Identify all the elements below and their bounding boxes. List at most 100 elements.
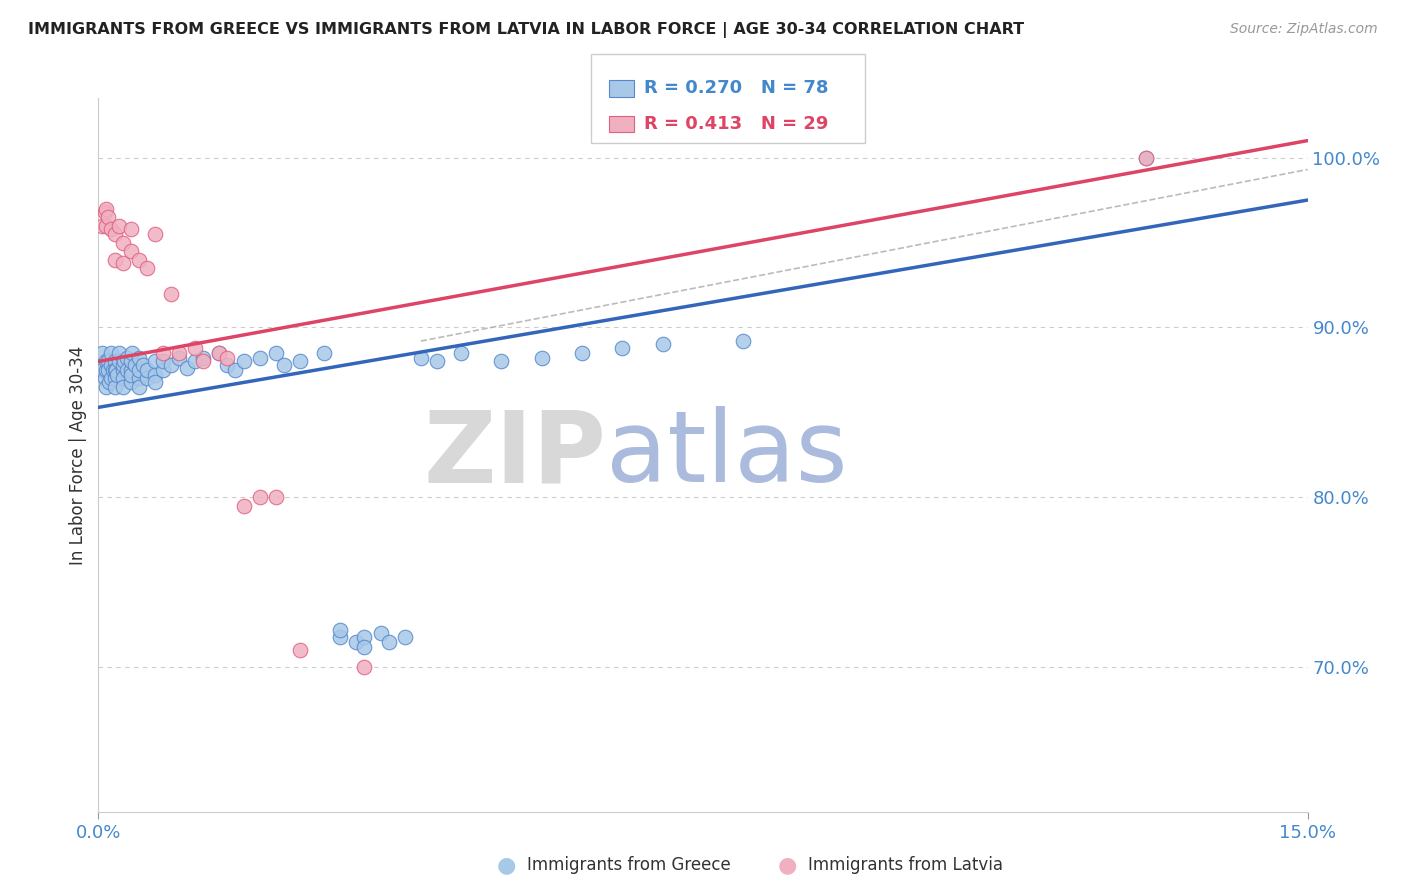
Point <box>101 363 124 377</box>
Point <box>143 368 166 382</box>
Point <box>217 351 239 365</box>
Text: Immigrants from Greece: Immigrants from Greece <box>527 856 731 874</box>
Point <box>103 252 125 267</box>
Point <box>96 219 118 233</box>
Point <box>143 354 166 368</box>
Point <box>94 205 117 219</box>
Point <box>91 219 114 233</box>
Point <box>120 375 142 389</box>
Point <box>193 351 215 365</box>
Point <box>120 244 142 258</box>
Text: Source: ZipAtlas.com: Source: ZipAtlas.com <box>1230 22 1378 37</box>
Point <box>167 346 190 360</box>
Point <box>184 341 207 355</box>
Point <box>160 358 183 372</box>
Point <box>450 346 472 360</box>
Point <box>121 346 143 360</box>
Point <box>132 358 155 372</box>
Point <box>370 626 392 640</box>
Point <box>135 260 157 275</box>
Point <box>128 252 150 267</box>
Point <box>160 286 183 301</box>
Point <box>249 491 271 505</box>
Point <box>111 380 134 394</box>
Point <box>103 363 125 377</box>
Point <box>184 354 207 368</box>
Point <box>152 346 174 360</box>
Point <box>107 346 129 360</box>
Point <box>249 351 271 365</box>
Point <box>264 346 287 360</box>
Point <box>96 354 118 368</box>
Point <box>91 363 114 377</box>
Point <box>97 375 120 389</box>
Point <box>152 363 174 377</box>
Point <box>120 368 142 382</box>
Point <box>94 371 117 385</box>
Point <box>103 227 125 241</box>
Point <box>105 368 128 382</box>
Point <box>111 371 134 385</box>
Point <box>135 371 157 385</box>
Point <box>111 358 134 372</box>
Text: atlas: atlas <box>606 407 848 503</box>
Point <box>314 346 336 360</box>
Point <box>100 346 122 360</box>
Point <box>288 643 311 657</box>
Point <box>128 351 150 365</box>
Point <box>394 630 416 644</box>
Point <box>733 334 755 348</box>
Point <box>97 354 120 368</box>
Point <box>1135 151 1157 165</box>
Point <box>208 346 231 360</box>
Text: R = 0.413   N = 29: R = 0.413 N = 29 <box>644 115 828 133</box>
Point <box>107 219 129 233</box>
Point <box>111 256 134 270</box>
Point <box>143 375 166 389</box>
Point <box>103 354 125 368</box>
Point <box>409 351 432 365</box>
Text: ●: ● <box>778 855 797 875</box>
Point <box>152 354 174 368</box>
Point <box>232 499 254 513</box>
Point <box>124 358 146 372</box>
Point <box>107 354 129 368</box>
Point <box>135 363 157 377</box>
Text: IMMIGRANTS FROM GREECE VS IMMIGRANTS FROM LATVIA IN LABOR FORCE | AGE 30-34 CORR: IMMIGRANTS FROM GREECE VS IMMIGRANTS FRO… <box>28 22 1024 38</box>
Point <box>208 346 231 360</box>
Point <box>176 361 198 376</box>
Point <box>232 354 254 368</box>
Text: ●: ● <box>496 855 516 875</box>
Point <box>273 358 295 372</box>
Point <box>105 363 128 377</box>
Point <box>128 363 150 377</box>
Point <box>353 630 375 644</box>
Point <box>97 363 120 377</box>
Point <box>1135 151 1157 165</box>
Point <box>224 363 246 377</box>
Point <box>111 235 134 250</box>
Point <box>264 491 287 505</box>
Point <box>120 222 142 236</box>
Point <box>143 227 166 241</box>
Point <box>115 363 138 377</box>
Point <box>100 222 122 236</box>
Point <box>612 341 634 355</box>
Point <box>193 354 215 368</box>
Point <box>128 380 150 394</box>
Text: R = 0.270   N = 78: R = 0.270 N = 78 <box>644 79 828 97</box>
Point <box>128 371 150 385</box>
Point <box>103 380 125 394</box>
Point <box>426 354 449 368</box>
Point <box>111 363 134 377</box>
Point <box>112 354 135 368</box>
Point <box>353 640 375 654</box>
Point <box>344 635 367 649</box>
Point <box>96 363 118 377</box>
Point <box>571 346 593 360</box>
Point <box>96 202 118 216</box>
Point <box>288 354 311 368</box>
Point <box>353 660 375 674</box>
Point <box>96 380 118 394</box>
Point <box>530 351 553 365</box>
